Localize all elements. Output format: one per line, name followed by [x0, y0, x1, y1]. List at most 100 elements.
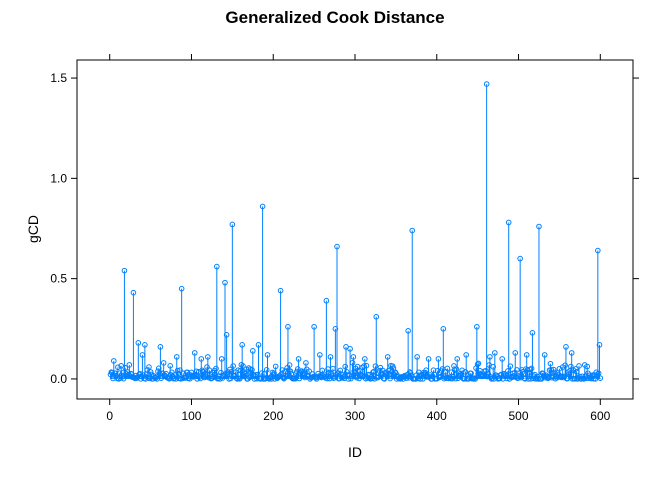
- data-point: [287, 368, 294, 374]
- data-point: [349, 359, 356, 366]
- y-tick-label: 1.5: [50, 71, 67, 85]
- data-point: [414, 354, 420, 360]
- data-point: [146, 364, 152, 370]
- data-point: [547, 360, 554, 367]
- data-point: [327, 354, 334, 360]
- data-point: [277, 287, 284, 294]
- y-tick-label: 1.0: [50, 171, 67, 185]
- data-point: [528, 365, 535, 372]
- x-axis-label: ID: [348, 444, 362, 460]
- data-point: [350, 354, 357, 360]
- data-point: [512, 350, 519, 356]
- y-tick-label: 0.0: [50, 372, 67, 386]
- data-point: [191, 350, 198, 356]
- data-point: [193, 368, 200, 375]
- data-point: [109, 369, 115, 376]
- data-point: [167, 363, 174, 369]
- data-point: [492, 350, 498, 356]
- data-point: [572, 375, 578, 382]
- data-point: [239, 342, 245, 348]
- data-point: [110, 358, 117, 364]
- data-point: [372, 363, 379, 369]
- x-tick-label: 500: [509, 409, 529, 423]
- x-tick-label: 400: [427, 409, 447, 423]
- data-point: [453, 366, 460, 372]
- y-tick-label: 0.5: [50, 272, 67, 286]
- data-point: [384, 354, 391, 360]
- data-point: [229, 221, 236, 228]
- data-point: [563, 344, 569, 350]
- data-point: [558, 374, 564, 381]
- data-point: [258, 370, 265, 376]
- data-point: [541, 352, 548, 358]
- data-point: [362, 356, 368, 362]
- data-point: [454, 356, 461, 362]
- data-point: [286, 362, 293, 368]
- data-point: [115, 364, 121, 371]
- data-point: [405, 327, 411, 334]
- x-tick-label: 100: [181, 409, 201, 423]
- data-point: [463, 352, 470, 358]
- y-axis: 0.0 0.5 1.0 1.5: [50, 71, 639, 386]
- data-point: [222, 279, 228, 286]
- data-point: [135, 340, 142, 346]
- data-point: [311, 323, 317, 330]
- data-point: [177, 367, 183, 373]
- data-point: [155, 365, 162, 372]
- data-point: [130, 289, 137, 296]
- data-series: [107, 81, 604, 382]
- x-tick-label: 600: [590, 409, 610, 423]
- data-point: [160, 360, 167, 366]
- data-point: [263, 367, 270, 373]
- data-point: [596, 342, 603, 348]
- data-point: [121, 267, 128, 274]
- data-point: [249, 348, 256, 354]
- data-point: [214, 263, 220, 270]
- data-point: [593, 369, 600, 376]
- data-point: [483, 81, 490, 87]
- data-point: [550, 366, 557, 373]
- data-point: [147, 369, 154, 375]
- data-point: [373, 313, 380, 320]
- data-point: [173, 354, 180, 360]
- data-point: [468, 370, 474, 377]
- data-point: [490, 364, 496, 370]
- y-axis-label: gCD: [25, 215, 41, 243]
- data-point: [142, 342, 148, 348]
- data-point: [198, 356, 205, 362]
- data-point: [353, 374, 360, 381]
- data-point: [435, 356, 442, 362]
- data-point: [507, 363, 514, 369]
- data-point: [295, 356, 302, 362]
- data-point: [440, 325, 447, 332]
- data-point: [259, 203, 266, 210]
- data-point: [205, 354, 211, 360]
- data-point: [342, 363, 348, 370]
- data-point: [475, 360, 482, 367]
- data-point: [240, 363, 246, 369]
- data-point: [255, 342, 262, 348]
- data-point: [409, 227, 416, 234]
- data-point: [337, 367, 344, 374]
- data-point: [279, 367, 286, 373]
- data-point: [334, 243, 340, 250]
- data-point: [392, 369, 398, 375]
- data-point: [536, 223, 542, 230]
- data-point: [444, 365, 451, 372]
- data-point: [474, 323, 480, 330]
- x-tick-label: 0: [106, 409, 113, 423]
- data-point: [332, 325, 339, 332]
- data-point: [213, 365, 219, 372]
- x-axis: 0 100 200 300 400 500 600: [106, 54, 611, 423]
- data-point: [597, 375, 604, 381]
- data-point: [517, 255, 523, 262]
- data-point: [285, 323, 291, 330]
- data-point: [303, 360, 309, 366]
- data-point: [595, 247, 601, 254]
- chart-title: Generalized Cook Distance: [225, 8, 444, 27]
- data-point: [487, 354, 493, 360]
- x-tick-label: 300: [345, 409, 365, 423]
- data-point: [178, 285, 185, 292]
- data-point: [505, 219, 512, 226]
- data-point: [363, 362, 370, 369]
